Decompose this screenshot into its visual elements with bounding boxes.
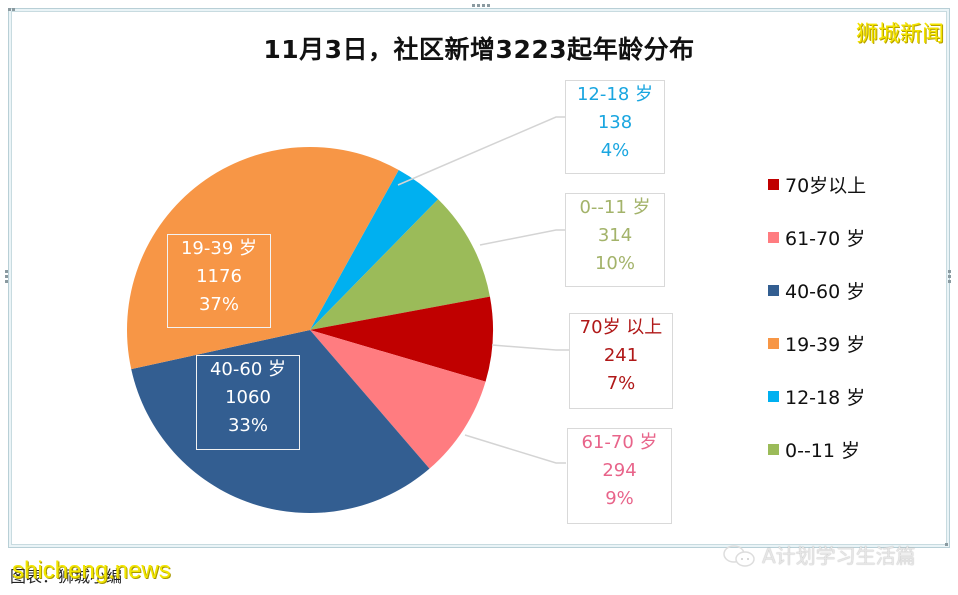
legend-label: 70岁以上: [785, 175, 867, 197]
resize-handle-top-3[interactable]: [482, 4, 485, 7]
leader-line-0-11: [479, 229, 566, 246]
data-label-40-60: 40-60 岁 1060 33%: [196, 355, 300, 450]
wechat-icon: [722, 544, 756, 567]
label-pct: 4%: [600, 140, 630, 161]
leader-line-61-70: [464, 434, 566, 464]
pie-slice[interactable]: [126, 146, 399, 370]
data-label-0-11: 0--11 岁 314 10%: [565, 193, 665, 287]
resize-handle-right-2[interactable]: [948, 275, 951, 278]
chart-title: 11月3日，社区新增3223起年龄分布: [263, 35, 695, 64]
legend-item-19-39[interactable]: 19-39 岁: [768, 317, 866, 370]
chart-legend: 70岁以上 61-70 岁 40-60 岁 19-39 岁 12-18 岁 0-…: [768, 158, 866, 476]
data-label-12-18: 12-18 岁 138 4%: [565, 80, 665, 174]
legend-label: 40-60 岁: [785, 281, 866, 303]
label-value: 1060: [225, 387, 271, 408]
resize-handle-top-1[interactable]: [472, 4, 475, 7]
resize-handle-br[interactable]: [945, 543, 948, 546]
pie-slices: [126, 146, 493, 513]
label-name: 61-70 岁: [581, 432, 658, 453]
resize-handle-top-4[interactable]: [487, 4, 490, 7]
label-name: 70岁 以上: [579, 317, 663, 338]
legend-item-70plus[interactable]: 70岁以上: [768, 158, 866, 211]
legend-swatch: [768, 444, 779, 455]
resize-handle-left-3[interactable]: [5, 280, 8, 283]
legend-swatch: [768, 232, 779, 243]
resize-handle-tl[interactable]: [8, 8, 11, 11]
legend-swatch: [768, 391, 779, 402]
label-pct: 10%: [594, 253, 635, 274]
label-pct: 7%: [606, 373, 636, 394]
leader-lines: [397, 116, 570, 464]
legend-item-12-18[interactable]: 12-18 岁: [768, 370, 866, 423]
legend-label: 12-18 岁: [785, 387, 866, 409]
resize-handle-tl2[interactable]: [12, 8, 15, 11]
data-label-61-70: 61-70 岁 294 9%: [567, 428, 672, 524]
pie-slice[interactable]: [310, 296, 493, 382]
data-label-70-plus: 70岁 以上 241 7%: [569, 313, 673, 409]
label-value: 241: [603, 345, 639, 366]
resize-handle-left-2[interactable]: [5, 275, 8, 278]
pie-slice[interactable]: [310, 330, 486, 469]
label-pct: 37%: [198, 294, 239, 315]
pie-slice[interactable]: [131, 330, 430, 513]
label-name: 0--11 岁: [579, 197, 651, 218]
resize-handle-right-3[interactable]: [948, 280, 951, 283]
label-value: 1176: [196, 266, 242, 287]
pie-slice[interactable]: [310, 199, 490, 330]
legend-swatch: [768, 285, 779, 296]
label-value: 314: [597, 225, 633, 246]
leader-line-12-18: [397, 116, 566, 186]
site-watermark: shicheng.news: [12, 557, 171, 584]
legend-item-40-60[interactable]: 40-60 岁: [768, 264, 866, 317]
resize-handle-left-1[interactable]: [5, 270, 8, 273]
brand-watermark: 狮城新闻: [855, 22, 944, 47]
legend-label: 61-70 岁: [785, 228, 866, 250]
legend-swatch: [768, 338, 779, 349]
resize-handle-top-2[interactable]: [477, 4, 480, 7]
pie-slice[interactable]: [310, 169, 439, 330]
account-watermark: A计划学习生活篇: [722, 540, 916, 569]
legend-swatch: [768, 179, 779, 190]
account-name: A计划学习生活篇: [762, 544, 916, 568]
label-pct: 33%: [227, 415, 268, 436]
label-name: 19-39 岁: [180, 238, 258, 259]
label-pct: 9%: [605, 488, 634, 509]
label-name: 40-60 岁: [209, 359, 287, 380]
legend-label: 19-39 岁: [785, 334, 866, 356]
legend-item-61-70[interactable]: 61-70 岁: [768, 211, 866, 264]
chart-source-label: 图表：狮城小编: [10, 567, 123, 586]
legend-item-0-11[interactable]: 0--11 岁: [768, 423, 866, 476]
label-name: 12-18 岁: [576, 84, 654, 105]
data-label-19-39: 19-39 岁 1176 37%: [167, 234, 271, 328]
label-value: 138: [597, 112, 633, 133]
label-value: 294: [602, 460, 637, 481]
legend-label: 0--11 岁: [785, 440, 861, 462]
leader-line-70plus: [491, 344, 570, 351]
resize-handle-right-1[interactable]: [948, 270, 951, 273]
